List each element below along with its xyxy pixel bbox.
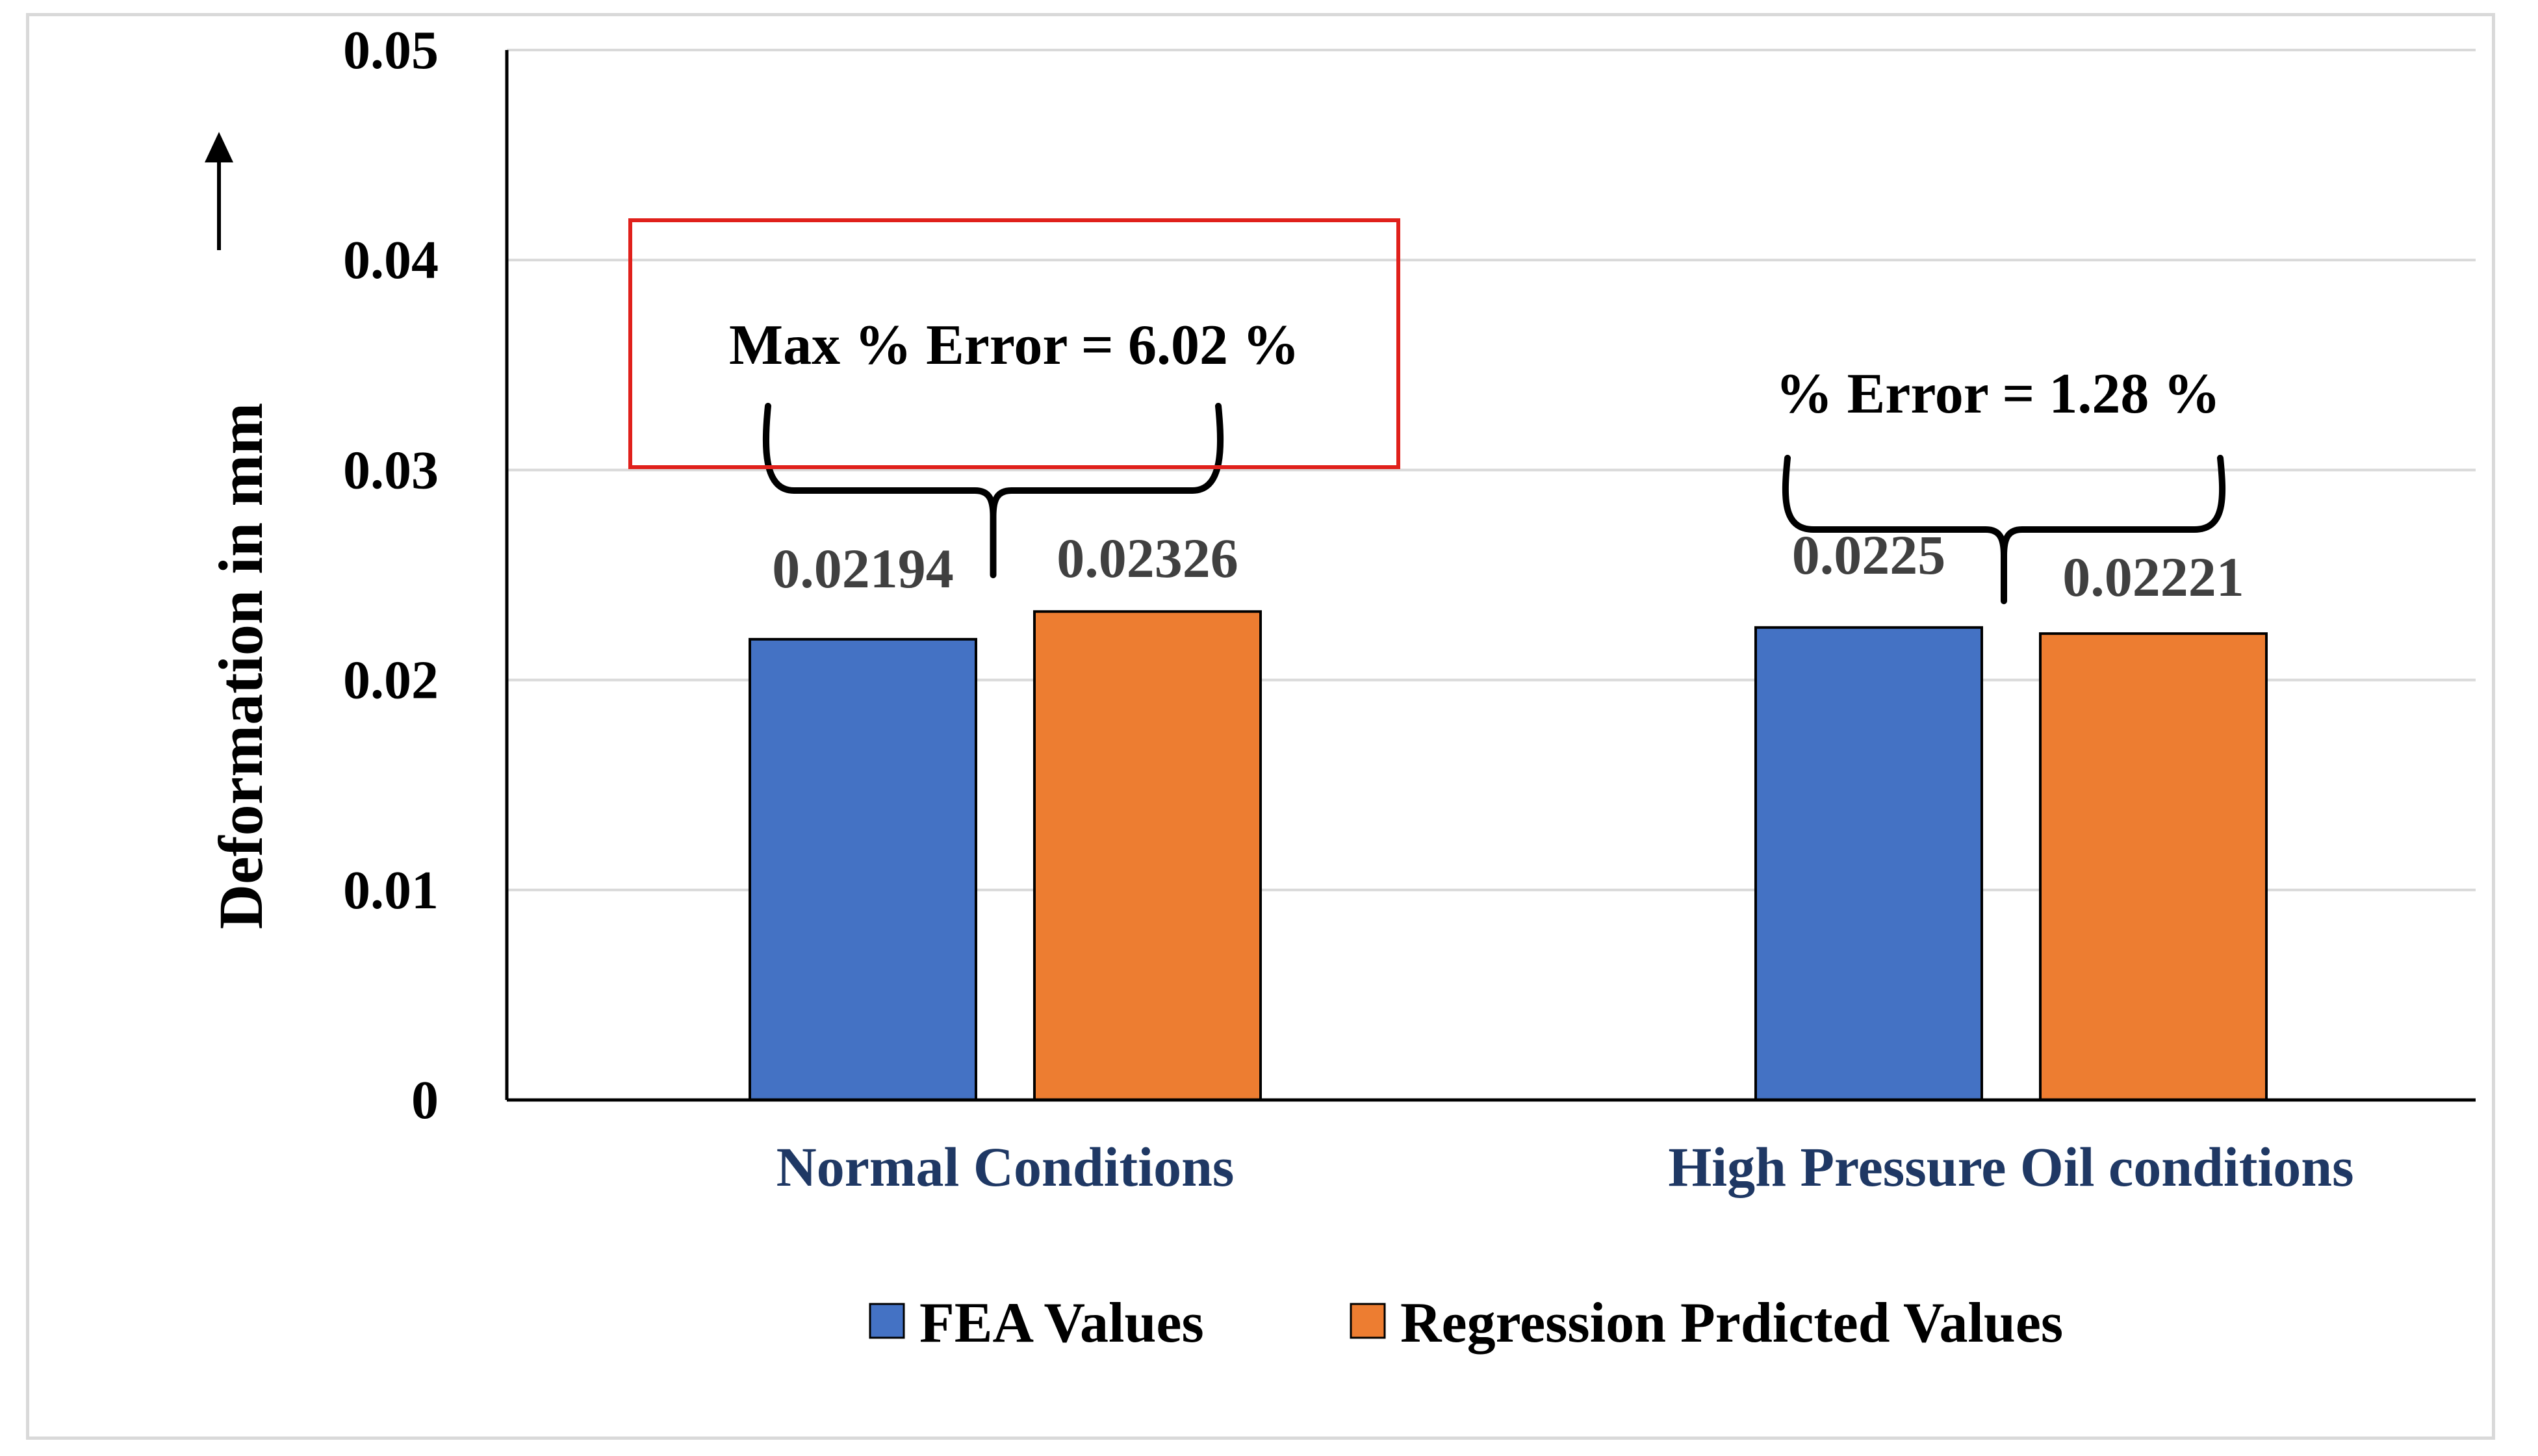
category-label: High Pressure Oil conditions bbox=[1668, 1136, 2353, 1198]
y-tick-label: 0.05 bbox=[343, 20, 439, 81]
y-tick-label: 0.03 bbox=[343, 440, 439, 500]
legend-swatch-1 bbox=[1350, 1303, 1386, 1339]
error-brace-high-pressure bbox=[1782, 455, 2226, 604]
legend-label: Regression Prdicted Values bbox=[1400, 1292, 2063, 1355]
category-labels: Normal Conditions High Pressure Oil condi… bbox=[776, 1136, 2354, 1198]
up-arrow-head-icon bbox=[205, 132, 233, 162]
category-label: Normal Conditions bbox=[776, 1136, 1235, 1198]
annotations: Max % Error = 6.02 % % Error = 1.28 % bbox=[628, 218, 2226, 604]
legend-swatch-0 bbox=[869, 1303, 905, 1339]
y-axis-title-group: Deformation in mm bbox=[205, 132, 276, 929]
y-tick-label: 0.02 bbox=[343, 650, 439, 711]
bars bbox=[749, 610, 2268, 1101]
data-label: 0.02326 bbox=[1057, 527, 1238, 589]
chart-svg: 00.010.020.030.040.05 0.02194 0.02326 0.02… bbox=[205, 20, 2476, 1355]
y-tick-labels: 0 0.01 0.02 0.03 0.04 0.05 bbox=[343, 20, 439, 1130]
legend: FEA Values Regression Prdicted Values bbox=[869, 1292, 2063, 1355]
error-brace-normal bbox=[762, 403, 1224, 578]
data-labels: 0.02194 0.02326 0.0225 0.02221 bbox=[772, 524, 2244, 608]
bar-regression-1 bbox=[2039, 632, 2268, 1101]
y-axis-title: Deformation in mm bbox=[206, 403, 276, 930]
data-label: 0.0225 bbox=[1792, 524, 1946, 586]
axes bbox=[505, 50, 2476, 1102]
bar-fea-0 bbox=[749, 637, 977, 1101]
chart-frame: 0 0.01 0.02 0.03 0.04 0.05 0.02194 0.02326 0.02… bbox=[26, 13, 2495, 1440]
bar-regression-0 bbox=[1033, 610, 1262, 1101]
max-error-annotation: Max % Error = 6.02 % bbox=[729, 314, 1300, 377]
y-tick-label: 0.01 bbox=[343, 860, 439, 921]
legend-label: FEA Values bbox=[919, 1292, 1204, 1355]
y-tick-label: 0.04 bbox=[343, 230, 439, 290]
error-highlight-box bbox=[628, 218, 1400, 469]
data-label: 0.02221 bbox=[2062, 546, 2244, 608]
error-annotation: % Error = 1.28 % bbox=[1776, 363, 2221, 426]
bar-fea-1 bbox=[1754, 626, 1983, 1101]
data-label: 0.02194 bbox=[772, 537, 954, 600]
y-tick-label: 0 bbox=[411, 1070, 439, 1130]
